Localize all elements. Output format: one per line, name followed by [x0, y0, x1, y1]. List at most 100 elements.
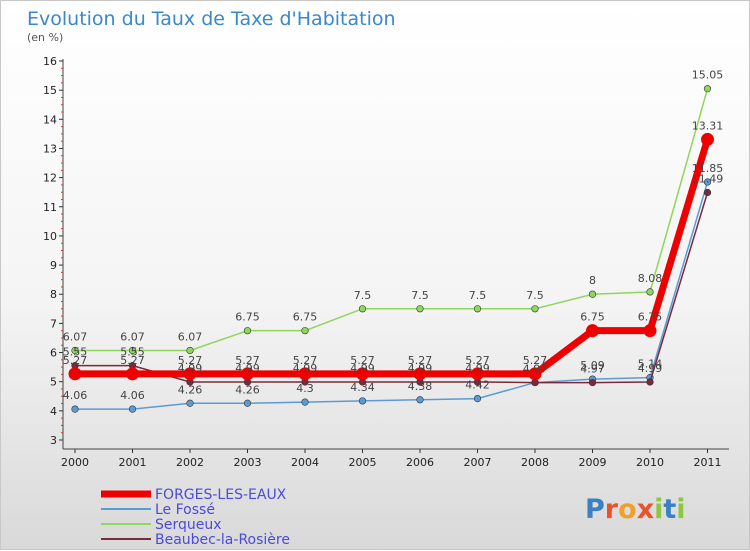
data-label: 4.06 — [63, 389, 88, 402]
data-point — [416, 396, 424, 404]
y-tick-label: 4 — [50, 405, 57, 418]
x-tick-label: 2000 — [61, 456, 89, 469]
data-point — [241, 367, 254, 381]
data-point — [588, 378, 597, 387]
labels-FORGES-LES-EAUX: 5.27 5.27 5.27 5.27 5.27 5.27 5.27 5.27 5.27 6.75… — [63, 119, 724, 366]
data-point — [126, 367, 139, 381]
data-label: 4.26 — [178, 383, 203, 396]
data-point — [586, 324, 599, 338]
labels-Serqueux: 6.07 6.07 6.07 6.75 6.75 7.5 7.5 7.5 7.5 8 8.08 15.… — [63, 69, 724, 344]
chart-title: Evolution du Taux de Taxe d'Habitation — [27, 8, 396, 30]
data-point — [243, 327, 252, 335]
data-label: 4.38 — [408, 380, 433, 393]
labels-Beaubec-la-Rosière: 5.55 5.55 4.99 4.99 4.99 4.99 4.99 4.99 4.97 4.97… — [63, 172, 724, 375]
x-tick-label: 2009 — [579, 456, 607, 469]
data-point — [68, 367, 82, 381]
x-tick-label: 2003 — [234, 456, 262, 469]
y-tick-label: 10 — [43, 230, 57, 243]
data-label: 8.08 — [638, 272, 663, 285]
data-label: 4.99 — [465, 362, 490, 375]
data-point — [473, 395, 482, 403]
data-point — [243, 399, 252, 407]
data-point — [701, 132, 714, 146]
y-tick-label: 6 — [50, 347, 57, 360]
data-label: 6.07 — [178, 330, 203, 343]
data-label: 4.06 — [120, 389, 145, 402]
data-label: 6.75 — [235, 311, 260, 324]
data-label: 7.5 — [526, 289, 544, 302]
data-label: 5.27 — [408, 354, 433, 367]
data-label: 4.99 — [408, 362, 433, 375]
data-point — [646, 288, 654, 296]
data-label: 6.07 — [120, 330, 145, 343]
data-point — [358, 305, 367, 313]
y-tick-label: 14 — [43, 113, 57, 126]
y-tick-label: 5 — [50, 376, 57, 389]
series-FORGES-LES-EAUX — [68, 132, 714, 381]
data-point — [528, 367, 542, 381]
series-Beaubec-la-Rosière — [71, 188, 712, 387]
data-label: 5.27 — [63, 354, 88, 367]
data-point — [588, 290, 597, 298]
legend-label: Beaubec-la-Rosière — [155, 532, 290, 548]
series-Serqueux — [71, 85, 712, 355]
plot-area: 6.07 6.07 6.07 6.75 6.75 7.5 7.5 7.5 7.5 8 8.08 15.… — [63, 69, 724, 413]
legend-label: FORGES-LES-EAUX — [155, 487, 287, 503]
data-label: 5.27 — [293, 354, 318, 367]
data-label: 5.27 — [120, 354, 145, 367]
data-label: 4.97 — [580, 363, 605, 376]
data-label: 15.05 — [692, 69, 724, 82]
data-label: 4.99 — [178, 362, 203, 375]
legend-label: Le Fossé — [155, 502, 215, 518]
x-tick-label: 2007 — [464, 456, 492, 469]
y-tick-label: 15 — [43, 84, 57, 97]
y-tick-label: 16 — [43, 55, 57, 68]
y-tick-label: 8 — [50, 288, 57, 301]
data-label: 5.27 — [350, 354, 375, 367]
x-tick-label: 2005 — [349, 456, 377, 469]
proxiti-logo: Proxiti — [585, 494, 686, 525]
data-label: 5.27 — [523, 354, 548, 367]
data-point — [413, 367, 427, 381]
data-label: 4.97 — [523, 363, 548, 376]
x-tick-label: 2002 — [176, 456, 204, 469]
x-tick-label: 2010 — [636, 456, 664, 469]
data-label: 13.31 — [692, 119, 724, 132]
data-label: 5.09 — [580, 359, 605, 372]
data-point — [473, 305, 482, 313]
x-tick-label: 2008 — [521, 456, 549, 469]
data-label: 5.55 — [63, 346, 88, 359]
data-label: 4.34 — [350, 381, 375, 394]
data-label: 5.27 — [465, 354, 490, 367]
data-label: 4.99 — [638, 362, 663, 375]
data-point — [301, 398, 309, 406]
data-label: 6.75 — [580, 311, 605, 324]
y-tick-label: 3 — [50, 434, 57, 447]
x-tick-label: 2004 — [291, 456, 319, 469]
data-label: 7.5 — [411, 289, 429, 302]
labels-Le Fossé: 4.06 4.06 4.26 4.26 4.3 4.34 4.38 4.42 5.09 5.14 1… — [63, 162, 724, 402]
data-label: 11.85 — [692, 162, 724, 175]
data-point — [358, 397, 367, 405]
data-point — [128, 405, 137, 413]
axes: 3 4 5 6 7 8 9 10 11 12 13 14 15 16 2000 2001 2002 2003 200… — [43, 55, 729, 469]
data-point — [703, 85, 712, 93]
data-label: 5.27 — [235, 354, 260, 367]
x-tick-label: 2006 — [406, 456, 434, 469]
data-label: 5.27 — [178, 354, 203, 367]
series-line — [75, 88, 709, 352]
y-tick-label: 12 — [43, 172, 57, 185]
data-point — [703, 178, 712, 186]
data-label: 4.99 — [350, 362, 375, 375]
chart-subtitle: (en %) — [27, 31, 63, 44]
data-label: 6.75 — [638, 311, 663, 324]
data-label: 11.49 — [692, 172, 724, 185]
data-point — [531, 305, 539, 313]
data-point — [356, 367, 369, 381]
legend-label: Serqueux — [155, 517, 222, 533]
data-point — [416, 305, 424, 313]
data-point — [71, 405, 79, 413]
series-line — [75, 192, 709, 384]
